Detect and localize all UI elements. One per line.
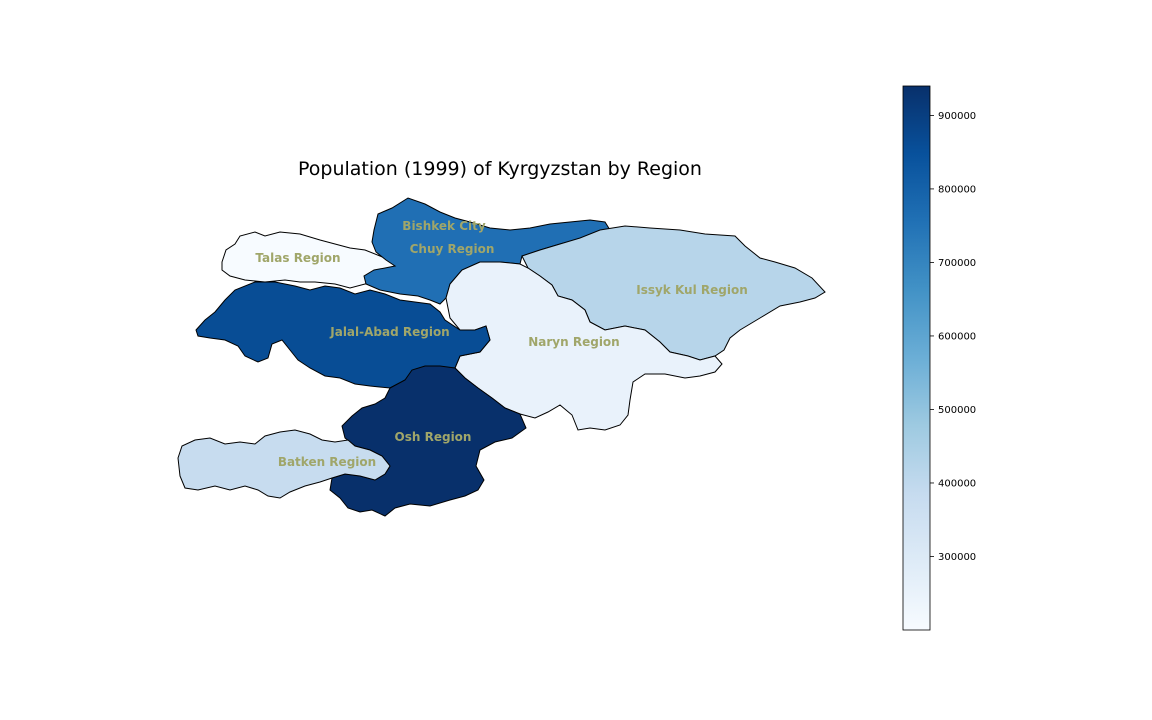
label-bishkek-city: Bishkek City <box>402 219 486 233</box>
label-issyk-kul-region: Issyk Kul Region <box>636 283 748 297</box>
colorbar-tick-label: 300000 <box>938 552 976 563</box>
colorbar-tick-label: 500000 <box>938 405 976 416</box>
colorbar-tick-label: 400000 <box>938 478 976 489</box>
region-jalal-abad <box>195 281 491 389</box>
region-batken <box>177 429 391 499</box>
colorbar-tick-label: 900000 <box>938 111 976 122</box>
map-title: Population (1999) of Kyrgyzstan by Regio… <box>298 158 702 180</box>
colorbar-tick-label: 800000 <box>938 184 976 195</box>
label-chuy-region: Chuy Region <box>410 242 495 256</box>
colorbar-ticks: 300000 400000 500000 600000 700000 800000 9000… <box>930 111 976 563</box>
label-talas-region: Talas Region <box>255 251 340 265</box>
colorbar <box>902 85 931 631</box>
label-osh-region: Osh Region <box>395 430 472 444</box>
label-jalal-abad-region: Jalal-Abad Region <box>329 325 449 339</box>
label-naryn-region: Naryn Region <box>528 335 619 349</box>
label-batken-region: Batken Region <box>278 455 376 469</box>
colorbar-tick-label: 600000 <box>938 331 976 342</box>
colorbar-tick-label: 700000 <box>938 258 976 269</box>
